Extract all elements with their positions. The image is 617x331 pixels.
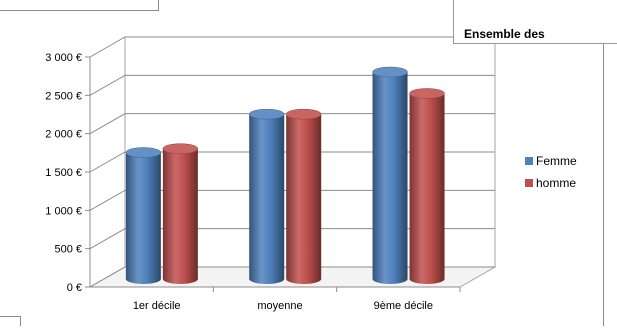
bar-top-femme-1 (248, 108, 285, 120)
bar-top-homme-2 (409, 88, 445, 99)
chart-title-box: Ensemble des (453, 0, 617, 44)
chart-title: Ensemble des (464, 27, 545, 41)
y-tick-label: 500 € (54, 244, 82, 256)
legend: Femme homme (525, 150, 577, 194)
gridline (89, 266, 495, 288)
bar-homme-1 (286, 114, 322, 285)
y-tick-label: 2 000 € (45, 129, 82, 141)
bar-homme-2 (409, 93, 445, 284)
legend-item-femme: Femme (525, 150, 577, 172)
frame-top-left-line (0, 10, 158, 11)
gridline (89, 151, 495, 173)
y-tick-label: 1 500 € (45, 167, 82, 179)
x-tick-label: 1er décile (133, 300, 181, 312)
bar-femme-2 (372, 72, 408, 284)
gridline (89, 36, 495, 58)
frame-bottom-left-line (0, 316, 20, 317)
legend-item-homme: homme (525, 172, 577, 194)
legend-swatch-femme (525, 157, 533, 165)
bar-top-femme-2 (372, 66, 408, 78)
x-tick-label: 9ème décile (374, 300, 433, 312)
frame-top-left-edge (158, 0, 159, 11)
y-tick-label: 0 € (67, 282, 82, 294)
bar-top-femme-0 (125, 147, 162, 158)
legend-label-homme: homme (536, 176, 577, 190)
gridline (89, 228, 495, 250)
bar-homme-0 (162, 148, 198, 284)
gridline (89, 74, 495, 96)
frame-right-edge (603, 44, 604, 326)
bar-top-homme-0 (162, 143, 199, 154)
bar-top-homme-1 (285, 108, 322, 120)
legend-label-femme: Femme (536, 154, 577, 168)
gridline (89, 113, 495, 135)
frame-bottom-left-edge (20, 316, 21, 326)
y-tick-label: 1 000 € (45, 205, 82, 217)
legend-swatch-homme (525, 179, 533, 187)
bar-femme-0 (125, 152, 161, 284)
y-tick-label: 2 500 € (45, 90, 82, 102)
x-tick-label: moyenne (257, 300, 302, 312)
bar-femme-1 (249, 114, 285, 285)
gridline (89, 189, 495, 211)
y-tick-label: 3 000 € (45, 52, 82, 64)
